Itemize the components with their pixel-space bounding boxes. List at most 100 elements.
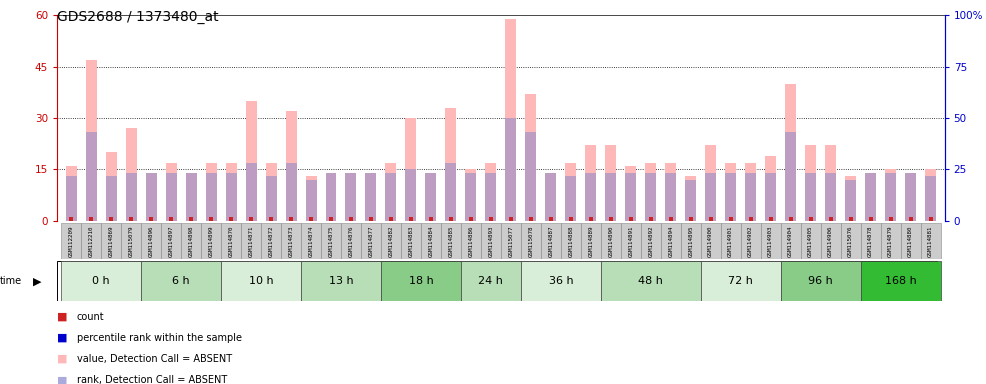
Text: GDS2688 / 1373480_at: GDS2688 / 1373480_at <box>57 10 219 23</box>
Text: 72 h: 72 h <box>729 276 753 286</box>
Bar <box>865 173 877 221</box>
Bar <box>246 162 256 221</box>
Bar <box>61 223 81 259</box>
Bar <box>521 223 541 259</box>
Bar <box>905 173 916 221</box>
Bar <box>209 217 213 221</box>
Bar <box>425 173 437 221</box>
Bar <box>545 173 556 221</box>
Bar <box>528 217 532 221</box>
Bar <box>909 217 912 221</box>
Bar <box>806 173 816 221</box>
Bar <box>885 169 896 221</box>
Bar <box>286 162 297 221</box>
Bar <box>501 223 521 259</box>
Bar <box>90 217 93 221</box>
Bar <box>869 217 873 221</box>
Bar <box>769 217 773 221</box>
Bar <box>701 223 721 259</box>
Bar <box>581 223 600 259</box>
Bar <box>745 162 756 221</box>
Text: GSM114885: GSM114885 <box>449 225 454 257</box>
Bar <box>161 223 181 259</box>
Bar <box>589 217 593 221</box>
Text: GSM114878: GSM114878 <box>868 225 874 257</box>
Bar <box>841 223 861 259</box>
Bar <box>325 173 336 221</box>
Bar <box>680 223 701 259</box>
Bar <box>705 173 716 221</box>
Bar <box>861 261 941 301</box>
Bar <box>465 173 476 221</box>
Bar <box>66 176 77 221</box>
Text: 96 h: 96 h <box>809 276 833 286</box>
Text: GSM114869: GSM114869 <box>108 225 113 257</box>
Bar <box>306 180 317 221</box>
Bar <box>645 173 657 221</box>
Bar <box>565 162 577 221</box>
Bar <box>329 217 333 221</box>
Bar <box>689 217 693 221</box>
Text: GSM114877: GSM114877 <box>369 225 374 257</box>
Bar <box>569 217 573 221</box>
Text: 48 h: 48 h <box>638 276 664 286</box>
Text: 18 h: 18 h <box>408 276 433 286</box>
Bar <box>521 261 600 301</box>
Bar <box>181 223 201 259</box>
Text: GSM114887: GSM114887 <box>548 225 553 257</box>
Text: 13 h: 13 h <box>328 276 353 286</box>
Bar <box>465 169 476 221</box>
Bar <box>66 166 77 221</box>
Text: 168 h: 168 h <box>884 276 917 286</box>
Text: GSM114899: GSM114899 <box>209 225 214 257</box>
Bar <box>125 128 137 221</box>
Bar <box>366 173 377 221</box>
Text: GSM114901: GSM114901 <box>729 225 734 257</box>
Bar <box>785 132 796 221</box>
Bar <box>781 223 801 259</box>
Bar <box>641 223 661 259</box>
Text: rank, Detection Call = ABSENT: rank, Detection Call = ABSENT <box>77 375 227 384</box>
Bar <box>446 108 457 221</box>
Text: GSM114870: GSM114870 <box>229 225 234 257</box>
Bar <box>701 261 781 301</box>
Bar <box>301 223 321 259</box>
Bar <box>865 173 877 221</box>
Bar <box>509 217 513 221</box>
Bar <box>441 223 460 259</box>
Text: GSM114889: GSM114889 <box>589 225 594 257</box>
Bar <box>206 162 217 221</box>
Text: GSM114882: GSM114882 <box>388 225 393 257</box>
Bar <box>825 173 836 221</box>
Bar <box>229 217 233 221</box>
Bar <box>425 173 437 221</box>
Bar <box>789 217 793 221</box>
Bar <box>69 217 73 221</box>
Text: count: count <box>77 312 105 322</box>
Text: GSM114902: GSM114902 <box>748 225 753 257</box>
Bar <box>661 223 680 259</box>
Text: GSM114904: GSM114904 <box>788 225 793 257</box>
Bar <box>129 217 133 221</box>
Bar <box>345 173 357 221</box>
Text: GSM114891: GSM114891 <box>628 225 633 257</box>
Bar <box>685 180 696 221</box>
Bar <box>106 176 116 221</box>
Text: GSM114871: GSM114871 <box>248 225 253 257</box>
Bar <box>905 173 916 221</box>
Bar <box>609 217 612 221</box>
Bar <box>141 261 221 301</box>
Text: GSM114886: GSM114886 <box>468 225 473 257</box>
Text: ■: ■ <box>57 354 68 364</box>
Text: 10 h: 10 h <box>248 276 273 286</box>
Bar <box>460 261 521 301</box>
Bar <box>86 132 97 221</box>
Bar <box>861 223 880 259</box>
Text: GSM114881: GSM114881 <box>928 225 933 257</box>
Bar <box>806 146 816 221</box>
Bar <box>625 166 636 221</box>
Bar <box>141 223 161 259</box>
Text: GSM114898: GSM114898 <box>188 225 193 257</box>
Bar <box>301 261 381 301</box>
Bar <box>170 217 173 221</box>
